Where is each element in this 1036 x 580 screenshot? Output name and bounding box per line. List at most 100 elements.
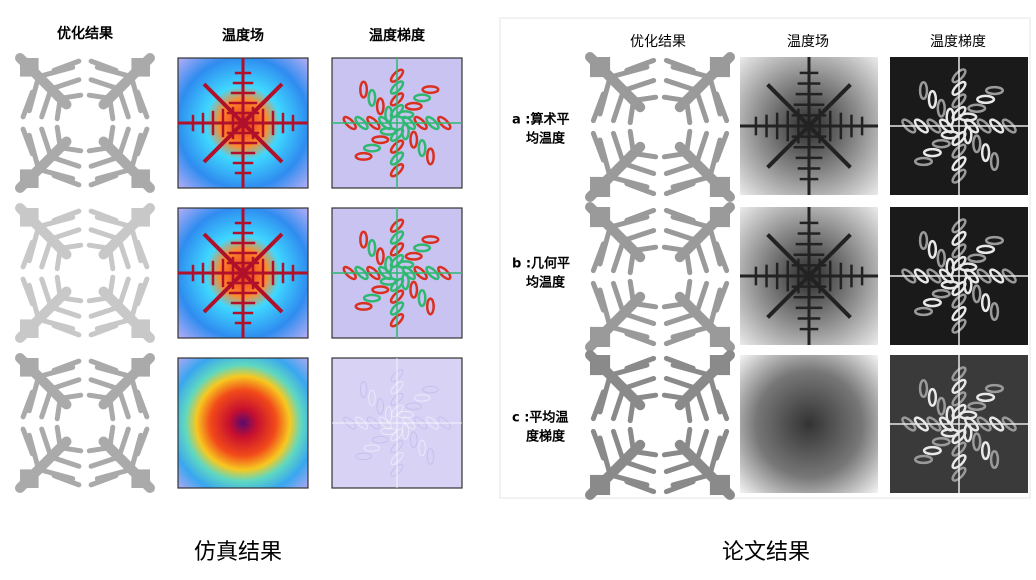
branch	[88, 208, 119, 223]
gradient-blob	[437, 115, 452, 131]
branch	[86, 92, 113, 101]
gradient-blob	[389, 151, 405, 166]
gradient-blob	[951, 230, 967, 246]
gradient-blob	[404, 101, 423, 111]
branch	[714, 241, 730, 274]
branch	[694, 386, 710, 422]
branch	[590, 91, 606, 124]
gradient-blob	[367, 88, 377, 107]
branch	[631, 244, 659, 254]
gradient-blob	[371, 285, 390, 295]
gradient-blob	[972, 284, 982, 304]
gradient-blob	[342, 115, 357, 131]
gradient-blob	[922, 297, 942, 308]
branch	[590, 428, 606, 461]
gradient-blob	[976, 392, 996, 403]
branch	[20, 89, 35, 120]
gradient-image	[890, 355, 1028, 493]
gradient-blob	[926, 118, 942, 134]
gradient-blob	[425, 115, 440, 131]
branch	[714, 130, 730, 163]
gradient-blob	[918, 230, 929, 251]
branch	[610, 386, 626, 422]
gradient-blob	[409, 130, 419, 149]
column-title: 优化结果	[57, 25, 114, 42]
gradient-blob	[390, 392, 404, 406]
branch	[694, 88, 710, 124]
branch	[627, 396, 637, 424]
branch	[51, 323, 82, 338]
gradient-blob	[413, 394, 431, 402]
branch	[88, 173, 119, 188]
gradient-blob	[901, 268, 917, 284]
branch	[683, 98, 693, 126]
gradient-blob	[951, 366, 967, 382]
gradient-blob	[355, 452, 372, 461]
branch	[116, 86, 131, 120]
gradient-blob	[389, 139, 405, 154]
gradient-blob	[918, 80, 929, 101]
gradient-image	[331, 57, 463, 189]
gradient-blob	[354, 301, 373, 311]
branch	[663, 311, 699, 327]
branch	[48, 377, 82, 392]
branch	[20, 426, 35, 457]
gradient-blob	[976, 416, 992, 432]
branch	[661, 244, 689, 254]
branch	[51, 208, 82, 223]
gradient-blob	[989, 151, 1000, 172]
gradient-blob	[936, 98, 946, 118]
branch	[694, 280, 710, 316]
branch	[116, 276, 131, 310]
gradient-blob	[984, 85, 1005, 96]
branch	[54, 395, 63, 422]
branch	[88, 358, 119, 373]
gradient-blob	[367, 238, 377, 257]
gradient-blob	[913, 416, 929, 432]
hot-diag	[766, 233, 811, 278]
gradient-blob	[980, 441, 991, 461]
gradient-blob	[951, 68, 967, 84]
gradient-blob	[976, 268, 992, 284]
caption: 仿真结果	[194, 540, 282, 565]
field-image	[177, 207, 309, 339]
branch	[683, 128, 693, 156]
row-label: 均温度	[526, 131, 566, 147]
gradient-blob	[1001, 416, 1017, 432]
branch	[107, 424, 116, 451]
gradient-blob	[389, 289, 405, 304]
gradient-blob	[951, 293, 967, 309]
hot-diag	[807, 124, 852, 169]
branch	[86, 242, 113, 251]
branch	[88, 323, 119, 338]
branch	[39, 126, 54, 160]
branch	[88, 454, 122, 469]
gradient-blob	[901, 416, 917, 432]
branch	[20, 126, 35, 157]
branch	[663, 77, 699, 93]
gradient-blob	[901, 118, 917, 134]
branch	[86, 445, 113, 454]
gradient-blob	[989, 268, 1005, 284]
gradient-blob	[437, 265, 452, 281]
branch	[51, 173, 82, 188]
hot-diag	[202, 121, 245, 164]
gradient-blob	[363, 444, 381, 452]
branch	[683, 278, 693, 306]
gradient-blob	[389, 163, 405, 178]
gradient-blob	[951, 218, 967, 234]
branch	[621, 227, 657, 243]
gradient-blob	[951, 454, 967, 470]
gradient-blob	[980, 293, 991, 313]
column-title: 优化结果	[630, 34, 686, 50]
branch	[51, 58, 82, 73]
column-title: 温度场	[222, 27, 264, 44]
gradient-blob	[951, 466, 967, 482]
branch	[624, 181, 657, 197]
gradient-blob	[343, 416, 357, 430]
branch	[107, 95, 116, 122]
hot-diag	[807, 274, 852, 319]
topology-image	[585, 202, 735, 352]
gradient-blob	[951, 306, 967, 322]
gradient-blob	[951, 243, 967, 259]
